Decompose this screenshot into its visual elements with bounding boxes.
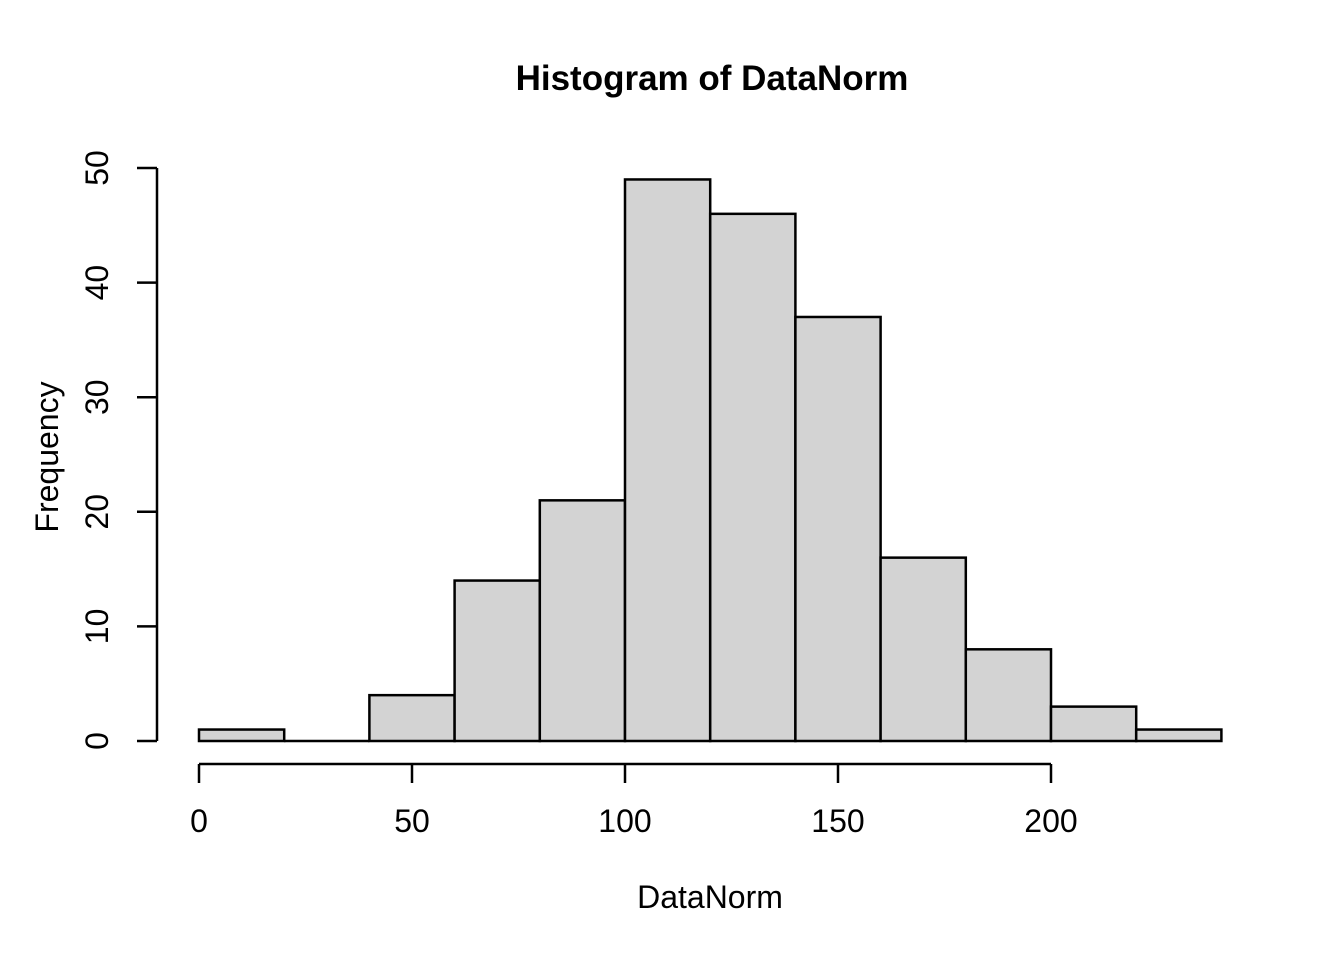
y-tick-label: 30 [79, 379, 115, 415]
histogram-bar [794, 315, 882, 743]
histogram-bar [1134, 728, 1223, 743]
histogram-bar [708, 212, 797, 743]
x-tick-label: 100 [598, 803, 651, 839]
y-tick-label: 50 [79, 150, 115, 186]
histogram-bar [1049, 705, 1138, 743]
histogram-bar [879, 556, 968, 743]
histogram-bars [197, 178, 1223, 743]
y-tick-label: 20 [79, 494, 115, 530]
y-axis: 0 10 20 30 40 50 [79, 150, 159, 750]
x-tick-label: 200 [1024, 803, 1077, 839]
x-tick-label: 0 [190, 803, 208, 839]
histogram-bar [623, 178, 712, 743]
y-tick-label: 0 [79, 732, 115, 750]
chart-title: Histogram of DataNorm [516, 59, 909, 98]
x-axis-label: DataNorm [637, 879, 783, 915]
y-tick-label: 10 [79, 609, 115, 645]
x-tick-label: 50 [394, 803, 430, 839]
y-axis-label: Frequency [29, 381, 65, 532]
x-tick-label: 150 [811, 803, 864, 839]
y-tick-label: 40 [79, 265, 115, 301]
histogram-bar [964, 648, 1053, 743]
histogram-bar [368, 693, 456, 743]
histogram-bar [453, 579, 542, 743]
histogram-bar [538, 499, 627, 743]
x-axis: 0 50 100 150 200 [190, 762, 1078, 839]
histogram-bar [197, 728, 286, 743]
